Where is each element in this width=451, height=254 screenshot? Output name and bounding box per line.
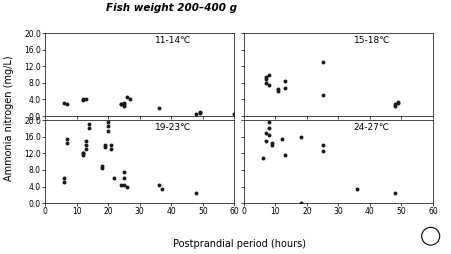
Point [196,110,203,114]
Text: Ammonia nitrogen (mg/L): Ammonia nitrogen (mg/L) [4,55,14,181]
Point [262,131,269,135]
Point [193,191,200,195]
Point [319,143,326,147]
Point [98,164,106,168]
Point [101,145,109,149]
Point [105,129,112,133]
Point [297,201,304,205]
Point [83,97,90,101]
Point [79,151,87,155]
Point [265,133,272,137]
Point [265,72,272,76]
Point [275,89,282,93]
Text: Postprandial period (hours): Postprandial period (hours) [173,239,305,249]
Point [262,77,269,81]
Point [120,182,128,186]
Point [60,176,68,180]
Point [319,60,326,64]
Point [117,182,124,186]
Point [124,185,131,189]
Point [391,102,399,106]
Point [127,97,134,101]
Point [275,87,282,91]
Point [319,93,326,97]
Point [108,147,115,151]
Point [60,101,68,105]
Point [79,97,87,101]
Point [117,102,124,106]
Point [262,139,269,143]
Point [83,139,90,143]
Point [155,106,162,110]
Point [105,120,112,124]
Point [101,143,109,147]
Point [268,141,276,145]
Text: 19-23℃: 19-23℃ [155,123,191,132]
Point [231,112,238,116]
Point [98,166,106,170]
Point [83,147,90,151]
Point [64,137,71,141]
Point [108,143,115,147]
Point [155,182,162,186]
Point [86,126,93,131]
Point [262,81,269,85]
Text: 24-27℃: 24-27℃ [354,123,390,132]
Point [268,143,276,147]
Point [79,98,87,102]
Point [265,126,272,131]
Point [120,101,128,105]
Point [120,102,128,106]
Point [391,104,399,108]
Point [281,86,288,90]
Point [395,101,402,105]
Point [265,120,272,124]
Point [120,104,128,108]
Text: 11-14℃: 11-14℃ [155,36,191,44]
Point [278,137,285,141]
Point [281,79,288,83]
Point [83,143,90,147]
Point [117,102,124,106]
Point [354,187,361,191]
Point [124,95,131,99]
Point [120,170,128,174]
Point [60,180,68,184]
Point [79,151,87,155]
Point [158,187,166,191]
Point [64,141,71,145]
Text: 15-18℃: 15-18℃ [354,36,390,44]
Text: Fish weight 200–400 g: Fish weight 200–400 g [106,3,237,13]
Point [281,153,288,157]
Point [391,191,399,195]
Point [259,155,266,160]
Point [262,75,269,79]
Point [64,102,71,106]
Point [395,100,402,104]
Point [79,153,87,157]
Point [111,176,118,180]
Point [86,122,93,126]
Point [319,149,326,153]
Point [196,111,203,115]
Point [105,124,112,129]
Point [193,112,200,116]
Point [120,176,128,180]
Point [265,83,272,87]
Point [297,135,304,139]
